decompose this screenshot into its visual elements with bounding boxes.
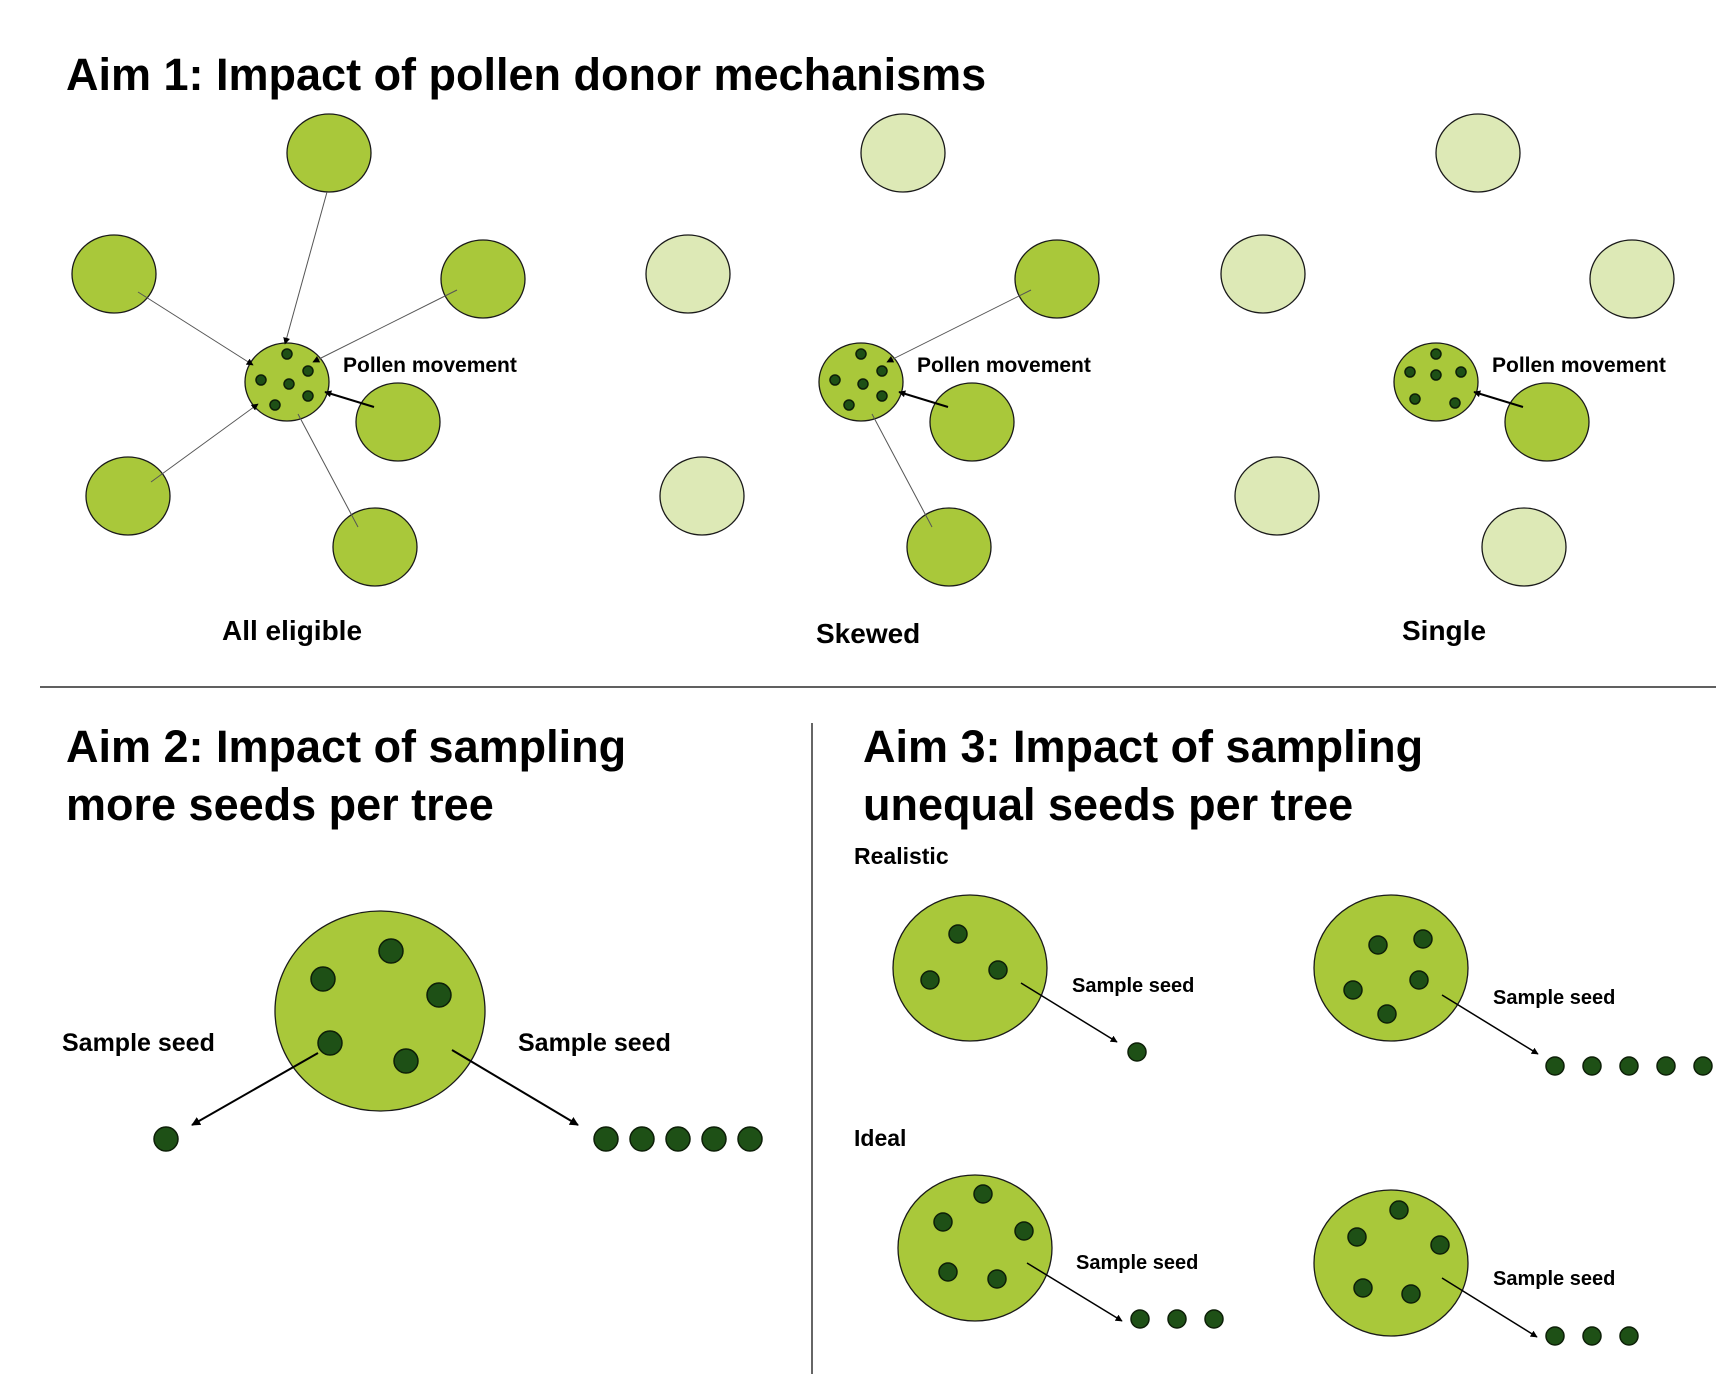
sample-arrow [1020,982,1118,1043]
pollen-arrow [886,289,1032,363]
donor-tree [440,239,526,319]
sampled-seed [1545,1326,1565,1346]
sampled-seed [1127,1042,1147,1062]
sampled-seed [629,1126,655,1152]
mother-tree [1313,894,1469,1042]
pollen-arrow [1473,390,1524,408]
sampled-seed [593,1126,619,1152]
aim2-section: Aim 2: Impact of sampling more seeds per… [62,721,763,1152]
aim1-panel-single: Pollen movement Single [1220,113,1675,646]
sampled-seed [1656,1056,1676,1076]
donor-tree [1014,239,1100,319]
seed-group [1347,1200,1450,1304]
aim3-title-line1: Aim 3: Impact of sampling [863,721,1423,772]
donor-tree [85,456,171,536]
pollen-arrow [324,390,375,408]
seed-group [1404,348,1467,409]
panel-caption-single: Single [1402,615,1486,646]
sampled-seed [1693,1056,1713,1076]
pollen-arrow [297,413,359,528]
sampled-seed [1545,1056,1565,1076]
faded-tree [1220,234,1306,314]
aim1-title: Aim 1: Impact of pollen donor mechanisms [66,49,986,100]
sample-seed-label-left: Sample seed [62,1029,215,1057]
aim1-panel-all-eligible: Pollen movement All eligible [71,113,526,646]
mother-tree [274,910,486,1112]
panel-caption-skewed: Skewed [816,618,920,649]
aim2-title-line2: more seeds per tree [66,779,494,830]
sample-arrow-right [451,1049,579,1126]
sampled-seed [1204,1309,1224,1329]
pollen-arrow [137,291,254,366]
faded-tree [1589,239,1675,319]
sampled-seed [1130,1309,1150,1329]
pollen-arrow [283,191,328,345]
mother-tree [897,1174,1053,1322]
pollen-movement-label: Pollen movement [343,354,517,377]
aim3-title-line2: unequal seeds per tree [863,779,1353,830]
donor-tree [906,507,992,587]
faded-tree [1481,507,1567,587]
mother-tree [892,894,1048,1042]
aim1-panel-skewed: Pollen movement Skewed [645,113,1100,649]
realistic-label: Realistic [854,843,949,869]
sampled-seed [1619,1326,1639,1346]
pollen-arrow [871,413,933,528]
sample-arrow [1026,1262,1123,1322]
pollen-movement-label: Pollen movement [917,354,1091,377]
donor-tree [929,382,1015,462]
donor-tree [286,113,372,193]
sampled-seeds [1545,1326,1639,1346]
panel-caption-all-eligible: All eligible [222,615,362,646]
sampled-seeds-right [593,1126,763,1152]
sample-seed-label-right: Sample seed [518,1029,671,1057]
sample-arrow [1441,1277,1538,1338]
donor-tree [332,507,418,587]
sampled-seed [1167,1309,1187,1329]
sample-arrow-left [191,1052,319,1126]
sample-arrow [1441,994,1539,1055]
pollen-arrow [312,289,458,363]
faded-tree [659,456,745,536]
seed-group [829,348,888,411]
sample-seed-label: Sample seed [1076,1252,1198,1274]
sampled-seed [1582,1326,1602,1346]
faded-tree [645,234,731,314]
sample-seed-label: Sample seed [1493,1268,1615,1290]
aim3-section: Aim 3: Impact of sampling unequal seeds … [854,721,1713,1346]
pollen-movement-label: Pollen movement [1492,354,1666,377]
sampled-seed [665,1126,691,1152]
sample-seed-label: Sample seed [1493,987,1615,1009]
sampled-seed [1582,1056,1602,1076]
faded-tree [1234,456,1320,536]
faded-tree [1435,113,1521,193]
sampled-seed [1619,1056,1639,1076]
faded-tree [860,113,946,193]
sample-seed-label: Sample seed [1072,975,1194,997]
pollen-arrow [150,403,259,483]
donor-tree [355,382,441,462]
donor-tree [1504,382,1590,462]
pollen-arrow [898,390,949,408]
seed-group [920,924,1008,990]
seed-group [255,348,314,411]
seed-group [933,1184,1034,1289]
ideal-label: Ideal [854,1125,906,1151]
donor-tree [71,234,157,314]
sampled-seeds [1545,1056,1713,1076]
mother-tree [1313,1189,1469,1337]
sampled-seed [701,1126,727,1152]
sampled-seeds [1127,1042,1147,1062]
seed-group [1343,929,1433,1024]
seed-group [310,938,452,1074]
sampled-seed [737,1126,763,1152]
aim2-title-line1: Aim 2: Impact of sampling [66,721,626,772]
sampled-seed [153,1126,179,1152]
sampled-seeds [1130,1309,1224,1329]
sampled-seeds-left [153,1126,179,1152]
